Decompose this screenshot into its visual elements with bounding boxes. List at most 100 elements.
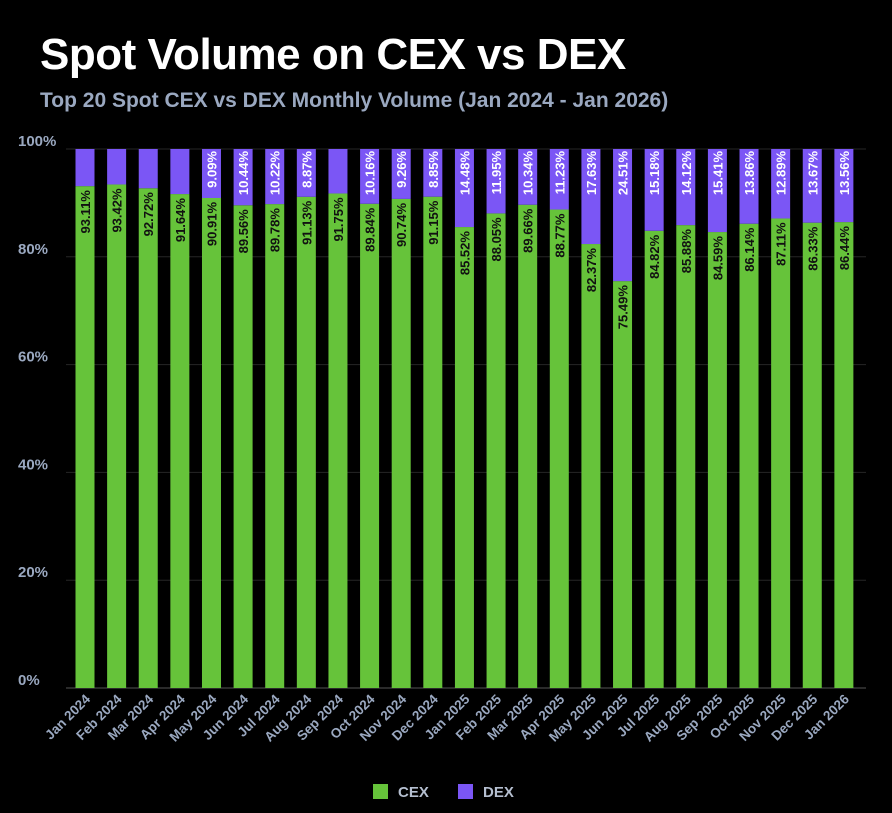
data-label-dex: 9.26% xyxy=(394,151,409,188)
data-label-dex: 9.09% xyxy=(204,151,219,188)
data-label-dex: 13.56% xyxy=(837,151,852,196)
data-label-dex: 10.34% xyxy=(521,151,536,196)
bar-cex xyxy=(613,281,633,688)
bar-dex xyxy=(265,149,285,205)
bar-cex xyxy=(707,232,727,688)
data-label-cex: 92.72% xyxy=(141,192,156,237)
legend-swatch-dex xyxy=(458,784,473,799)
data-label-dex: 15.41% xyxy=(710,151,725,196)
data-label-cex: 86.44% xyxy=(837,226,852,271)
bar-cex xyxy=(170,194,190,688)
data-label-cex: 85.88% xyxy=(679,229,694,274)
data-label-cex: 93.42% xyxy=(110,188,125,233)
data-label-dex: 15.18% xyxy=(647,151,662,196)
data-label-dex: 10.22% xyxy=(268,151,283,196)
bar-dex xyxy=(233,149,253,206)
data-label-dex: 8.85% xyxy=(426,151,441,188)
legend-label-dex: DEX xyxy=(483,784,514,801)
y-tick-label: 60% xyxy=(18,349,48,366)
bar-cex xyxy=(296,196,316,688)
data-label-dex: 14.12% xyxy=(679,151,694,196)
y-tick-label: 100% xyxy=(18,133,56,150)
y-tick-label: 20% xyxy=(18,564,48,581)
data-label-dex: 12.89% xyxy=(774,151,789,196)
data-label-cex: 82.37% xyxy=(584,248,599,293)
bar-dex xyxy=(391,149,411,199)
data-label-cex: 89.78% xyxy=(268,208,283,253)
bar-cex xyxy=(771,218,791,688)
data-label-cex: 91.15% xyxy=(426,200,441,245)
data-label-dex: 24.51% xyxy=(616,151,631,196)
data-label-cex: 93.11% xyxy=(78,190,93,234)
bar-dex xyxy=(75,149,95,187)
bar-cex xyxy=(518,204,538,688)
data-label-cex: 84.59% xyxy=(710,236,725,281)
bar-cex xyxy=(644,230,664,689)
data-label-cex: 91.64% xyxy=(173,198,188,243)
bar-cex xyxy=(549,209,569,688)
y-tick-label: 80% xyxy=(18,241,48,258)
bar-dex xyxy=(328,149,348,194)
bar-cex xyxy=(454,227,474,689)
bar-dex xyxy=(518,149,538,205)
bar-dex xyxy=(613,149,633,282)
data-label-cex: 90.91% xyxy=(204,202,219,247)
y-tick-label: 40% xyxy=(18,456,48,473)
bar-dex xyxy=(201,149,221,198)
bar-dex xyxy=(454,149,474,228)
bar-dex xyxy=(581,149,601,245)
bar-cex xyxy=(486,213,506,688)
bar-dex xyxy=(644,149,664,231)
data-label-cex: 84.82% xyxy=(647,234,662,279)
bar-dex xyxy=(549,149,569,210)
bar-cex xyxy=(233,205,253,688)
data-label-cex: 90.74% xyxy=(394,202,409,247)
bar-dex xyxy=(802,149,822,223)
bar-dex xyxy=(834,149,854,223)
bar-cex xyxy=(676,225,696,688)
bar-cex xyxy=(360,203,380,689)
bar-dex xyxy=(138,149,158,189)
bar-dex xyxy=(486,149,506,214)
legend-label-cex: CEX xyxy=(398,784,429,801)
bar-dex xyxy=(771,149,791,219)
bar-cex xyxy=(201,197,221,688)
data-label-cex: 91.13% xyxy=(299,200,314,245)
data-label-cex: 91.75% xyxy=(331,197,346,242)
data-label-dex: 13.86% xyxy=(742,151,757,196)
data-label-cex: 85.52% xyxy=(457,231,472,276)
data-label-cex: 86.14% xyxy=(742,227,757,272)
bar-dex xyxy=(107,149,127,185)
data-label-cex: 89.56% xyxy=(236,209,251,254)
bar-cex xyxy=(834,222,854,689)
bar-cex xyxy=(75,186,95,689)
bar-dex xyxy=(423,149,443,197)
bar-dex xyxy=(360,149,380,204)
data-label-dex: 10.44% xyxy=(236,151,251,196)
bar-cex xyxy=(265,204,285,688)
bar-cex xyxy=(802,222,822,688)
chart-title: Spot Volume on CEX vs DEX xyxy=(40,30,626,79)
bar-dex xyxy=(170,149,190,195)
data-label-dex: 11.95% xyxy=(489,151,504,195)
data-label-cex: 88.05% xyxy=(489,217,504,262)
data-label-dex: 10.16% xyxy=(363,151,378,196)
data-label-cex: 86.33% xyxy=(805,226,820,271)
bar-cex xyxy=(581,244,601,688)
bar-cex xyxy=(391,198,411,688)
bar-dex xyxy=(707,149,727,233)
data-label-cex: 88.77% xyxy=(552,213,567,258)
bar-cex xyxy=(423,196,443,689)
bar-cex xyxy=(138,188,158,688)
bar-dex xyxy=(676,149,696,226)
bar-dex xyxy=(739,149,759,224)
y-tick-label: 0% xyxy=(18,672,40,689)
data-label-dex: 17.63% xyxy=(584,151,599,196)
bar-cex xyxy=(739,223,759,689)
bar-dex xyxy=(296,149,316,197)
data-label-dex: 11.23% xyxy=(552,151,567,195)
data-label-cex: 75.49% xyxy=(616,285,631,330)
data-label-dex: 14.48% xyxy=(457,151,472,196)
chart-subtitle: Top 20 Spot CEX vs DEX Monthly Volume (J… xyxy=(40,89,669,112)
bar-cex xyxy=(107,184,127,689)
